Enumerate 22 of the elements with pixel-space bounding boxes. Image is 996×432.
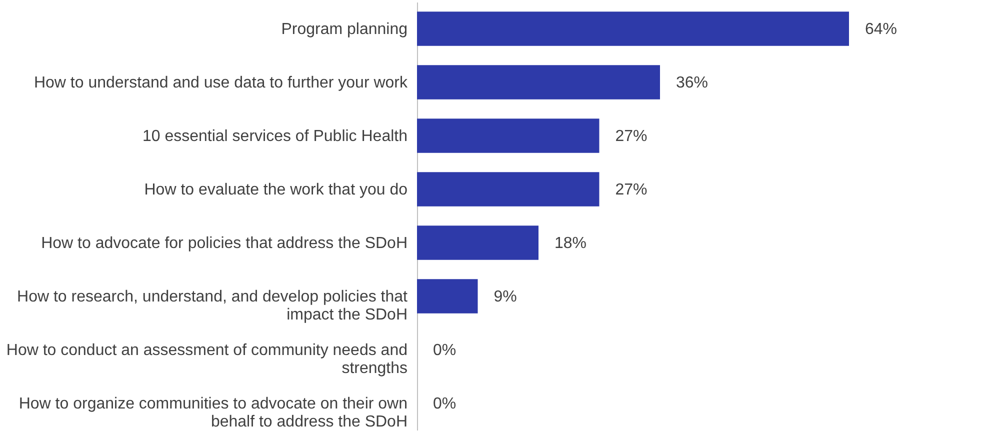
y-tick-label: How to organize communities to advocate on their own behalf to address the SDoH bbox=[18, 395, 408, 430]
bar bbox=[417, 172, 600, 206]
bar bbox=[417, 12, 849, 46]
bar bbox=[417, 118, 600, 153]
bar bbox=[417, 226, 538, 260]
y-tick-label: Program planning bbox=[281, 20, 408, 38]
data-label: 27% bbox=[615, 128, 648, 145]
y-tick-label: How to understand and use data to further your work bbox=[34, 74, 408, 92]
data-label: 27% bbox=[615, 181, 648, 198]
data-label: 9% bbox=[494, 288, 517, 306]
y-tick-label: How to research, understand, and develop policies that impact the SDoH bbox=[17, 288, 408, 324]
data-label: 0% bbox=[433, 342, 456, 359]
y-tick-label: How to conduct an assessment of community needs and strengths bbox=[6, 342, 408, 377]
data-label: 36% bbox=[676, 74, 708, 92]
y-tick-label: How to evaluate the work that you do bbox=[144, 181, 408, 198]
y-tick-label: 10 essential services of Public Health bbox=[142, 128, 408, 145]
data-label: 0% bbox=[433, 395, 456, 412]
y-tick-label: How to advocate for policies that address the SDoH bbox=[41, 234, 408, 252]
data-label: 18% bbox=[554, 234, 587, 252]
data-label: 64% bbox=[865, 20, 898, 38]
bar bbox=[417, 65, 660, 100]
bar bbox=[417, 279, 478, 314]
